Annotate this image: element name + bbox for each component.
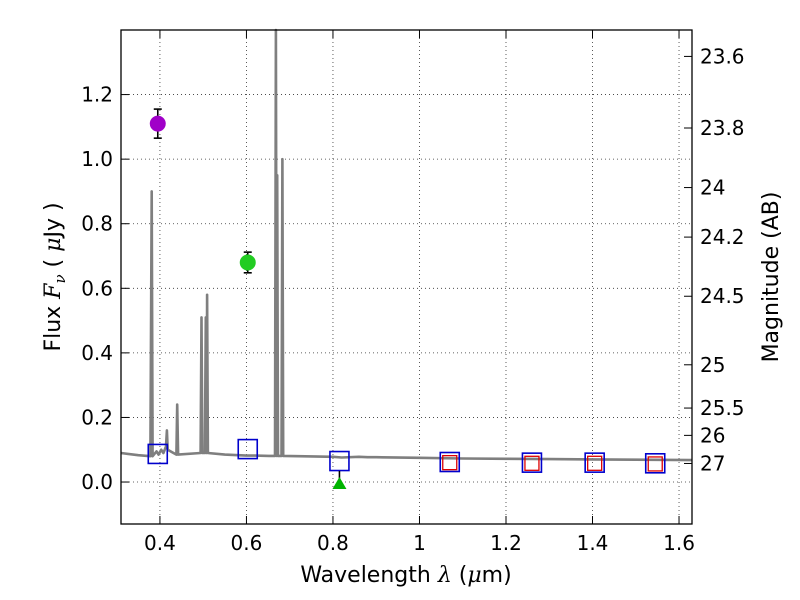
y-tick-label: 0.2: [81, 405, 113, 429]
y-tick-label: 0.8: [81, 212, 113, 236]
mag-tick-label: 27: [700, 451, 725, 475]
photometry-layer: [147, 108, 666, 489]
y-tick-label: 0.4: [81, 341, 113, 365]
model-spectrum-line: [120, 28, 693, 462]
upper-limit: [332, 476, 347, 489]
y-tick-label: 0.6: [81, 276, 113, 300]
mag-tick-label: 26: [700, 423, 725, 447]
mag-tick-label: 25.5: [700, 396, 745, 420]
mag-tick-label: 24: [700, 176, 725, 200]
observed-photometry-square: [647, 456, 663, 472]
x-tick-label: 1.2: [490, 531, 522, 555]
y-tick-label: 1.0: [81, 147, 113, 171]
observed-photometry-square: [442, 455, 458, 471]
model-spectrum-layer: [120, 28, 693, 462]
model-photometry-square: [521, 452, 543, 473]
x-tick-label: 1.4: [577, 531, 609, 555]
mag-tick-label: 25: [700, 353, 725, 377]
model-photometry-square: [237, 438, 259, 460]
mag-tick-label: 24.5: [700, 284, 745, 308]
y2-axis-title: Magnitude (AB): [759, 192, 784, 363]
mag-tick-label: 23.6: [700, 44, 745, 68]
y-tick-label: 1.2: [81, 83, 113, 107]
observed-photometry-square: [524, 455, 540, 471]
observed-photometry-square: [587, 455, 603, 471]
y-axis-title: Flux Fν ( μJy ): [41, 202, 69, 351]
y-tick-label: 0.0: [81, 470, 113, 494]
x-tick-label: 0.8: [317, 531, 349, 555]
x-tick-label: 1: [413, 531, 426, 555]
axis-ticks: 0.4 0.6 0.8 1 1.2 1.4 1.6 0.0 0.2 0.4 0.6 0.8 1.0 1.2…: [81, 30, 745, 555]
model-photometry-square: [329, 450, 350, 472]
green-point: [239, 254, 256, 271]
mag-tick-label: 23.8: [700, 116, 745, 140]
x-tick-label: 0.6: [231, 531, 263, 555]
plot-background: [121, 30, 692, 524]
x-tick-label: 1.6: [663, 531, 695, 555]
model-photometry-square: [644, 452, 666, 474]
x-tick-label: 0.4: [144, 531, 176, 555]
model-photometry-square: [584, 452, 605, 473]
mag-tick-label: 24.2: [700, 225, 745, 249]
model-photometry-square: [147, 443, 169, 465]
violet-point: [149, 115, 166, 132]
plot-frame: [120, 29, 693, 525]
x-axis-title: Wavelength λ (μm): [300, 563, 511, 588]
model-photometry-square: [439, 451, 461, 473]
